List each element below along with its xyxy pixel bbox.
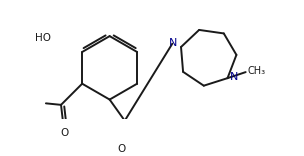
Text: O: O <box>60 128 68 138</box>
Text: O: O <box>118 144 126 154</box>
Text: N: N <box>169 38 177 48</box>
Text: CH₃: CH₃ <box>248 66 266 76</box>
Text: N: N <box>230 72 238 82</box>
Text: HO: HO <box>36 33 51 43</box>
